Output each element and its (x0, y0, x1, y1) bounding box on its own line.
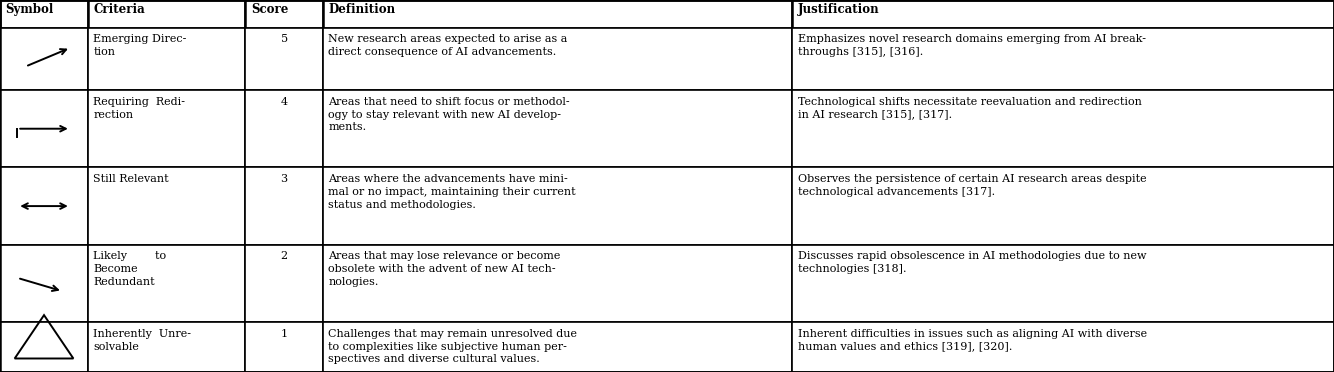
Bar (88, 0, 245, 28)
Text: Areas that may lose relevance or become
obsolete with the advent of new AI tech-: Areas that may lose relevance or become … (328, 251, 560, 287)
Bar (0, 322, 88, 372)
Text: New research areas expected to arise as a
direct consequence of AI advancements.: New research areas expected to arise as … (328, 34, 567, 57)
Text: 4: 4 (280, 97, 288, 107)
Bar (88, 245, 245, 322)
Bar (323, 28, 792, 90)
Text: Still Relevant: Still Relevant (93, 174, 169, 184)
Text: Justification: Justification (798, 3, 879, 16)
Bar (792, 28, 1334, 90)
Bar (88, 322, 245, 372)
Text: Score: Score (251, 3, 288, 16)
Bar (323, 245, 792, 322)
Bar (245, 167, 323, 245)
Text: 3: 3 (280, 174, 288, 184)
Text: Likely        to
Become
Redundant: Likely to Become Redundant (93, 251, 167, 287)
Bar (245, 245, 323, 322)
Text: Technological shifts necessitate reevaluation and redirection
in AI research [31: Technological shifts necessitate reevalu… (798, 97, 1142, 119)
Text: Observes the persistence of certain AI research areas despite
technological adva: Observes the persistence of certain AI r… (798, 174, 1146, 197)
Text: Emerging Direc-
tion: Emerging Direc- tion (93, 34, 187, 57)
Bar (88, 90, 245, 167)
Bar (792, 0, 1334, 28)
Bar (792, 322, 1334, 372)
Bar (0, 28, 88, 90)
Text: 2: 2 (280, 251, 288, 262)
Bar (245, 28, 323, 90)
Text: 5: 5 (280, 34, 288, 44)
Text: Areas that need to shift focus or methodol-
ogy to stay relevant with new AI dev: Areas that need to shift focus or method… (328, 97, 570, 132)
Bar (245, 0, 323, 28)
Bar (88, 167, 245, 245)
Bar (323, 322, 792, 372)
Bar (0, 90, 88, 167)
Text: Symbol: Symbol (5, 3, 53, 16)
Bar (245, 90, 323, 167)
Text: Criteria: Criteria (93, 3, 145, 16)
Bar (245, 322, 323, 372)
Text: Areas where the advancements have mini-
mal or no impact, maintaining their curr: Areas where the advancements have mini- … (328, 174, 576, 210)
Bar (0, 245, 88, 322)
Bar (792, 90, 1334, 167)
Bar (88, 28, 245, 90)
Bar (323, 167, 792, 245)
Bar (0, 0, 88, 28)
Bar (0, 167, 88, 245)
Bar (792, 167, 1334, 245)
Text: Emphasizes novel research domains emerging from AI break-
throughs [315], [316].: Emphasizes novel research domains emergi… (798, 34, 1146, 57)
Text: Definition: Definition (328, 3, 395, 16)
Bar (792, 245, 1334, 322)
Text: Challenges that may remain unresolved due
to complexities like subjective human : Challenges that may remain unresolved du… (328, 329, 578, 365)
Bar (323, 90, 792, 167)
Text: Requiring  Redi-
rection: Requiring Redi- rection (93, 97, 185, 119)
Bar (323, 0, 792, 28)
Text: Discusses rapid obsolescence in AI methodologies due to new
technologies [318].: Discusses rapid obsolescence in AI metho… (798, 251, 1146, 274)
Text: Inherent difficulties in issues such as aligning AI with diverse
human values an: Inherent difficulties in issues such as … (798, 329, 1147, 352)
Text: 1: 1 (280, 329, 288, 339)
Text: Inherently  Unre-
solvable: Inherently Unre- solvable (93, 329, 191, 352)
